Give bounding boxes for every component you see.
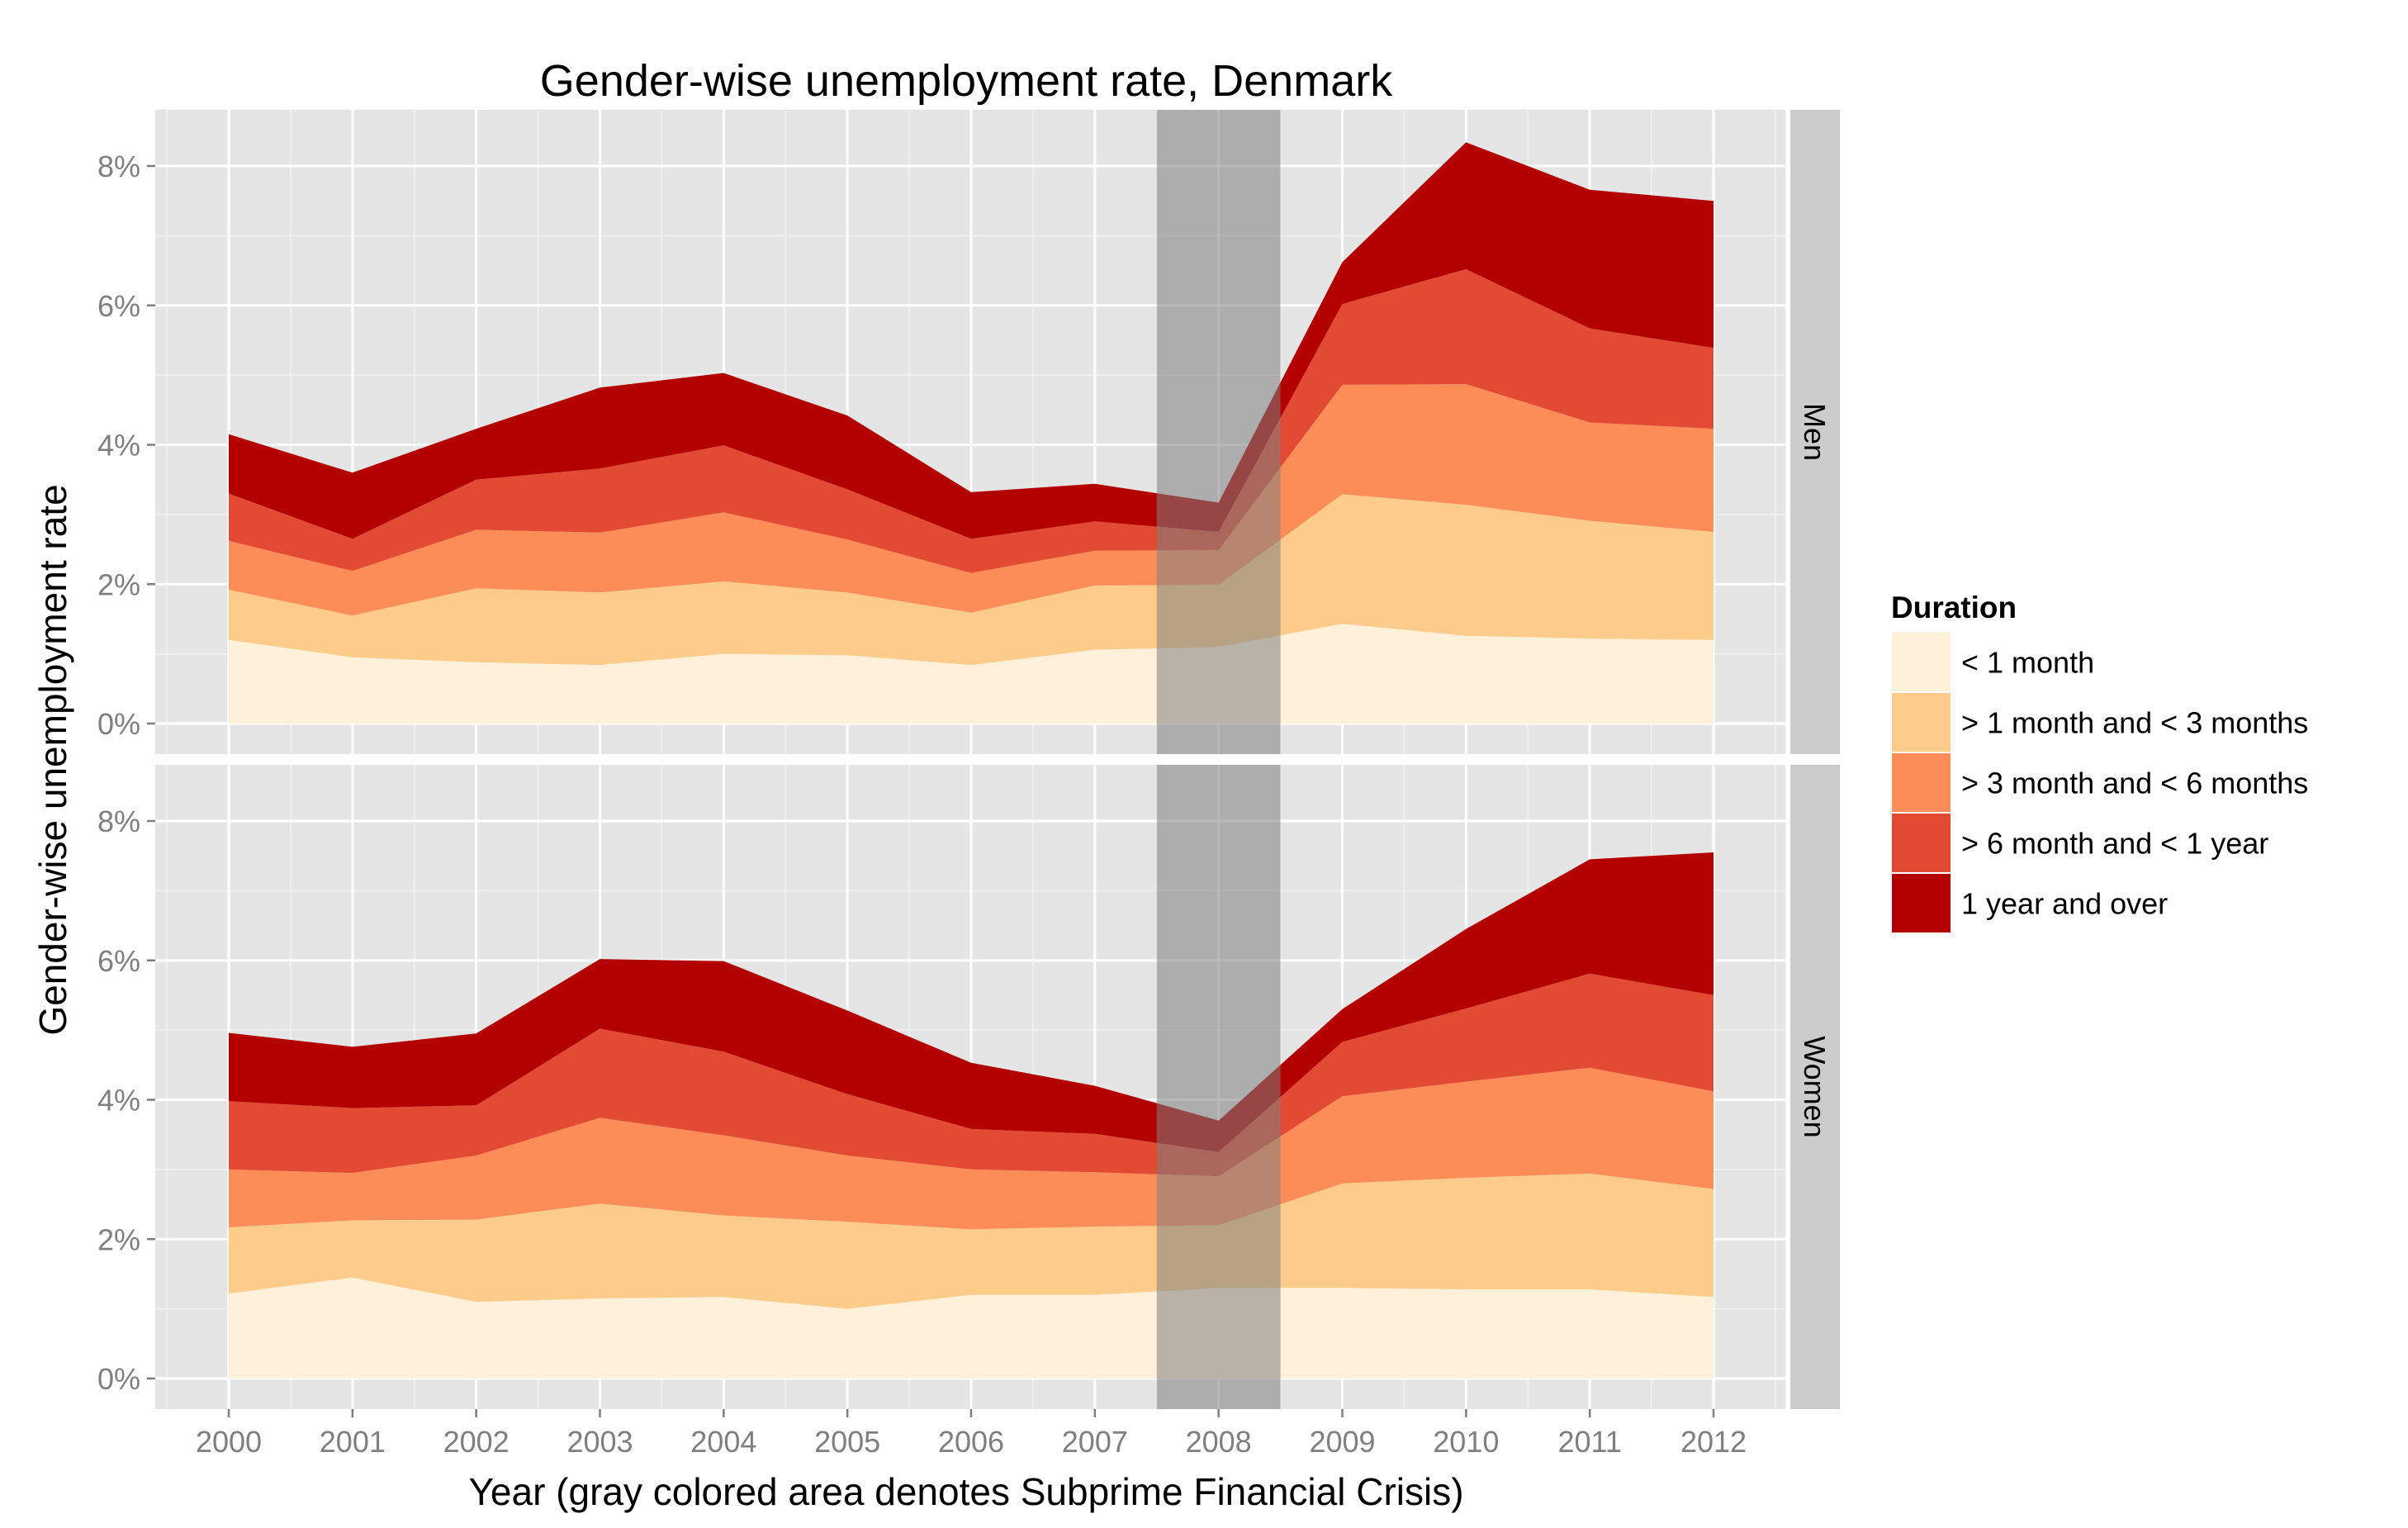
area-men-series-5	[229, 142, 1714, 539]
crisis-band	[1156, 765, 1281, 1409]
x-tick-label: 2008	[1186, 1425, 1252, 1459]
y-tick-label: 8%	[97, 804, 140, 838]
crisis-band	[1156, 110, 1281, 754]
y-tick-label: 4%	[97, 429, 140, 463]
legend-label: > 6 month and < 1 year	[1961, 827, 2268, 861]
area-men-series-3	[229, 384, 1714, 616]
area-men-series-2	[229, 494, 1714, 666]
chart-title: Gender-wise unemployment rate, Denmark	[540, 56, 1393, 106]
facet-strip	[1790, 765, 1840, 1409]
panels: 0% 2% 4% 6% 8% Men 0% 2% 4% 6% 8% Women	[97, 110, 1840, 1409]
y-tick-label: 8%	[97, 149, 140, 183]
area-women-series-2	[229, 1173, 1714, 1309]
panel-women: 0% 2% 4% 6% 8% Women	[97, 765, 1840, 1409]
x-axis: 2000 2001 2002 2003 2004 2005 2006 2007 2008 2009…	[196, 1409, 1747, 1459]
legend-entry: < 1 month	[1890, 631, 2094, 693]
y-axis-label: Gender-wise unemployment rate	[31, 484, 74, 1035]
facet-strip-label: Men	[1798, 403, 1832, 461]
legend-label: 1 year and over	[1961, 887, 2168, 921]
x-tick-label: 2005	[814, 1425, 880, 1459]
area-women-series-3	[229, 1067, 1714, 1230]
facet-strip	[1790, 110, 1840, 754]
y-tick-label: 0%	[97, 707, 140, 741]
x-tick-label: 2010	[1433, 1425, 1499, 1459]
legend-entry: > 6 month and < 1 year	[1890, 812, 2268, 874]
area-men-series-1	[229, 624, 1714, 724]
panel-men: 0% 2% 4% 6% 8% Men	[97, 110, 1840, 754]
legend-swatch	[1890, 872, 1952, 934]
y-tick-label: 0%	[97, 1362, 140, 1396]
y-tick-label: 6%	[97, 289, 140, 323]
area-women-series-5	[229, 852, 1714, 1152]
legend-swatch	[1890, 812, 1952, 874]
x-tick-label: 2006	[938, 1425, 1004, 1459]
x-tick-label: 2003	[566, 1425, 633, 1459]
x-tick-label: 2004	[690, 1425, 756, 1459]
legend-label: > 1 month and < 3 months	[1961, 706, 2308, 740]
legend-label: > 3 month and < 6 months	[1961, 766, 2308, 800]
y-tick-label: 2%	[97, 567, 140, 601]
area-women-series-4	[229, 973, 1714, 1177]
y-tick-label: 2%	[97, 1222, 140, 1256]
x-tick-label: 2000	[196, 1425, 262, 1459]
legend: Duration < 1 month > 1 month and < 3 mont…	[1890, 591, 2308, 934]
x-tick-label: 2009	[1309, 1425, 1375, 1459]
area-men-series-4	[229, 268, 1714, 573]
y-tick-label: 6%	[97, 944, 140, 978]
legend-swatch	[1890, 752, 1952, 814]
legend-entry: 1 year and over	[1890, 872, 2168, 934]
legend-label: < 1 month	[1961, 646, 2094, 680]
legend-swatch	[1890, 631, 1952, 693]
x-tick-label: 2001	[320, 1425, 386, 1459]
legend-swatch	[1890, 691, 1952, 753]
x-axis-label: Year (gray colored area denotes Subprime…	[468, 1470, 1463, 1513]
x-tick-label: 2007	[1062, 1425, 1128, 1459]
x-tick-label: 2012	[1680, 1425, 1747, 1459]
y-tick-label: 4%	[97, 1084, 140, 1118]
facet-strip-label: Women	[1798, 1036, 1832, 1137]
legend-entry: > 1 month and < 3 months	[1890, 691, 2308, 753]
area-women-series-1	[229, 1277, 1714, 1379]
legend-title: Duration	[1891, 591, 2017, 624]
legend-entry: > 3 month and < 6 months	[1890, 752, 2308, 814]
x-tick-label: 2011	[1557, 1425, 1621, 1459]
x-tick-label: 2002	[443, 1425, 510, 1459]
